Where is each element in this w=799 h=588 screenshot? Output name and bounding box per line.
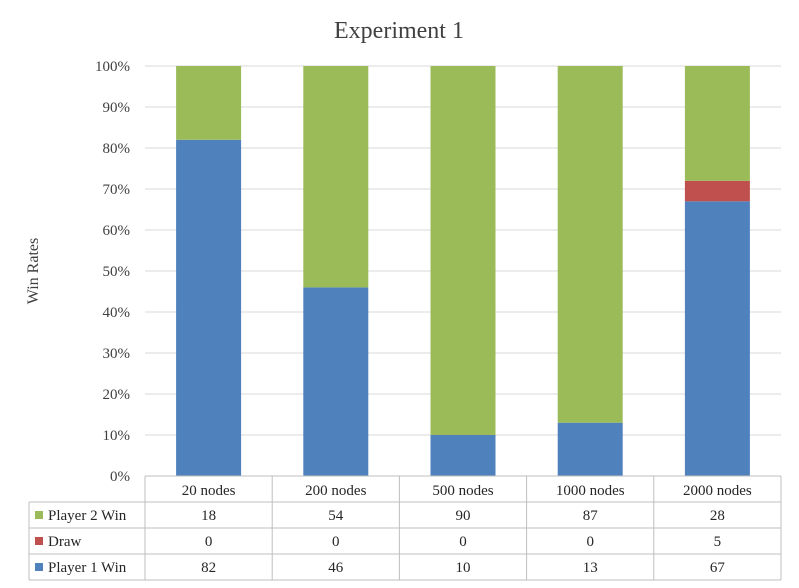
x-category-label: 20 nodes	[182, 483, 236, 499]
table-cell-value: 18	[201, 508, 216, 524]
legend-swatch	[35, 563, 43, 571]
table-cell-value: 0	[205, 534, 213, 550]
legend-label: Player 2 Win	[48, 508, 127, 524]
bar-player-2-win	[557, 66, 623, 423]
x-category-label: 1000 nodes	[556, 483, 625, 499]
y-axis-label: Win Rates	[25, 238, 42, 304]
table-cell-value: 82	[201, 560, 216, 576]
y-tick-label: 20%	[103, 387, 131, 403]
y-tick-label: 100%	[95, 59, 130, 75]
bars	[176, 66, 750, 477]
table-cell-value: 67	[710, 560, 726, 576]
legend-label: Player 1 Win	[48, 560, 127, 576]
table-cell-value: 10	[456, 560, 471, 576]
table-cell-value: 28	[710, 508, 725, 524]
bar-player-2-win	[430, 66, 496, 435]
table-cell-value: 0	[332, 534, 340, 550]
bar-draw	[684, 180, 750, 202]
table-cell-value: 5	[714, 534, 722, 550]
bar-player-1-win	[684, 201, 750, 477]
y-tick-label: 60%	[103, 223, 131, 239]
bar-player-1-win	[176, 139, 242, 477]
table-cell-value: 13	[583, 560, 598, 576]
bar-player-2-win	[684, 66, 750, 181]
data-table: 20 nodes 200 nodes 500 nodes 1000 nodes 2000…	[28, 475, 782, 581]
bar-player-1-win	[303, 287, 369, 476]
y-tick-label: 50%	[103, 264, 131, 280]
bar-player-1-win	[430, 435, 496, 476]
x-category-label: 500 nodes	[432, 483, 493, 499]
y-tick-label: 70%	[103, 182, 131, 198]
y-tick-labels: 0% 10% 20% 30% 40% 50% 60% 70% 80% 90% 100%	[95, 59, 130, 485]
bar-player-2-win	[303, 66, 369, 288]
table-cell-value: 54	[328, 508, 344, 524]
y-tick-label: 0%	[110, 469, 130, 485]
table-cell-value: 90	[456, 508, 471, 524]
table-cell-value: 46	[328, 560, 344, 576]
table-cell-value: 0	[586, 534, 594, 550]
y-tick-label: 90%	[103, 100, 131, 116]
legend-swatch	[35, 511, 43, 519]
y-tick-label: 80%	[103, 141, 131, 157]
chart-title: Experiment 1	[334, 18, 464, 44]
y-tick-label: 40%	[103, 305, 131, 321]
x-category-label: 200 nodes	[305, 483, 366, 499]
x-category-label: 2000 nodes	[683, 483, 752, 499]
y-tick-label: 10%	[103, 428, 131, 444]
bar-player-1-win	[557, 422, 623, 476]
legend-label: Draw	[48, 534, 81, 550]
table-cell-value: 0	[459, 534, 467, 550]
legend-swatch	[35, 537, 43, 545]
y-tick-label: 30%	[103, 346, 131, 362]
table-cell-value: 87	[583, 508, 599, 524]
bar-player-2-win	[176, 66, 242, 140]
